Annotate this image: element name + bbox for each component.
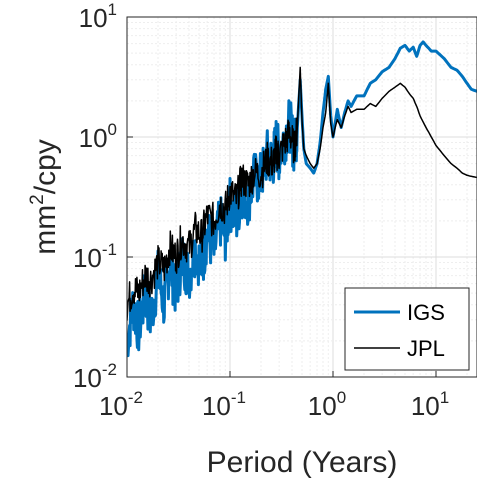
y-axis-label: mm2/cpy	[27, 139, 62, 255]
y-tick-label: 101	[79, 0, 117, 33]
x-tick-label: 101	[411, 388, 449, 421]
legend-label-igs: IGS	[407, 300, 445, 325]
x-axis-label: Period (Years)	[207, 446, 398, 479]
x-tick-label: 100	[308, 388, 346, 421]
y-tick-label: 10-2	[73, 360, 117, 393]
series-line-jpl	[127, 66, 477, 321]
y-tick-label: 100	[79, 120, 117, 153]
series-layer	[127, 40, 477, 358]
y-tick-label: 10-1	[73, 240, 117, 273]
x-tick-label: 10-1	[202, 388, 246, 421]
legend: IGS JPL	[344, 287, 470, 371]
legend-box	[344, 287, 470, 371]
legend-label-jpl: JPL	[407, 336, 445, 361]
x-tick-label: 10-2	[99, 388, 143, 421]
x-tick-labels: 10-2 10-1 100 101	[99, 388, 449, 421]
y-tick-labels: 10-2 10-1 100 101	[73, 0, 117, 393]
plot-frame	[126, 16, 477, 378]
axes	[126, 16, 477, 378]
